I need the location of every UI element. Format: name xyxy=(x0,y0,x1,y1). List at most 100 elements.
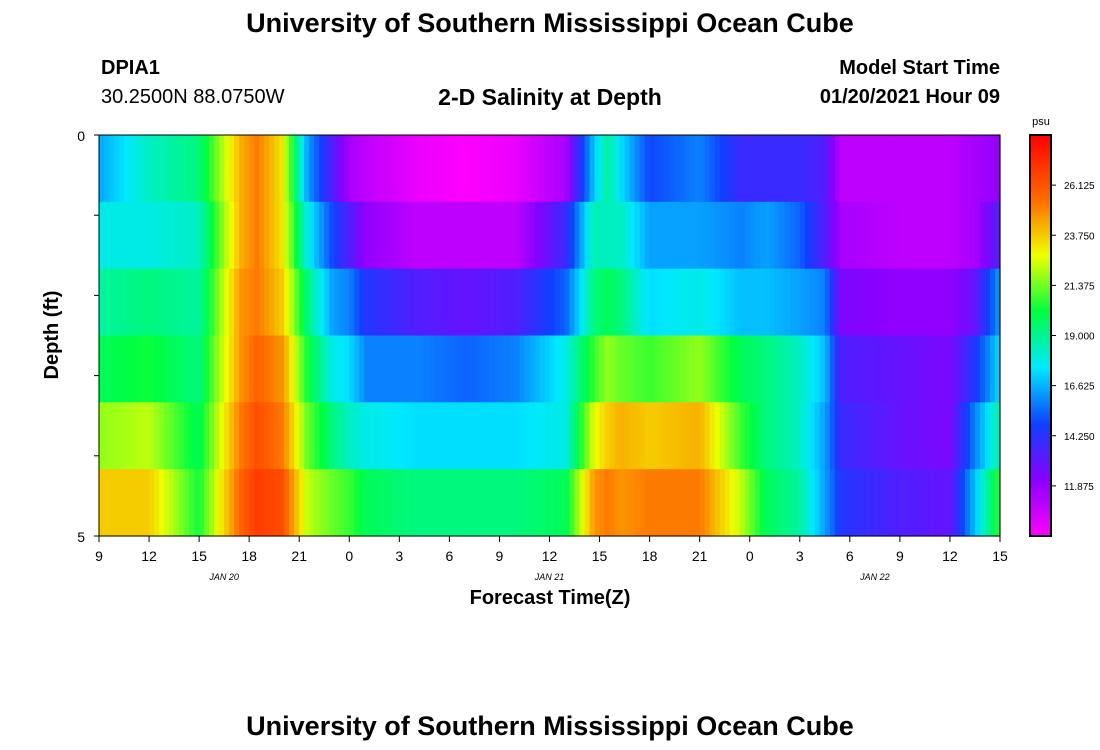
heatmap-cell xyxy=(154,201,160,270)
heatmap-cell xyxy=(514,335,521,403)
heatmap-cell xyxy=(859,201,866,270)
heatmap-cell xyxy=(579,201,586,270)
heatmap-cell xyxy=(334,268,340,337)
heatmap-cell xyxy=(294,135,300,203)
heatmap-cell xyxy=(524,402,531,470)
heatmap-cell xyxy=(634,201,641,270)
heatmap-cell xyxy=(374,135,380,203)
heatmap-cell xyxy=(754,469,761,537)
heatmap-cell xyxy=(719,135,726,203)
heatmap-cell xyxy=(734,335,741,403)
heatmap-cell xyxy=(374,335,380,403)
heatmap-cell xyxy=(884,268,891,337)
heatmap-cell xyxy=(169,268,175,337)
heatmap-cell xyxy=(274,201,280,270)
heatmap-cell xyxy=(319,469,325,537)
heatmap-cell xyxy=(284,335,290,403)
heatmap-cell xyxy=(109,469,115,537)
heatmap-cell xyxy=(449,469,455,537)
heatmap-cell xyxy=(719,335,726,403)
heatmap-cell xyxy=(394,268,400,337)
heatmap-cell xyxy=(529,469,536,537)
heatmap-cell xyxy=(454,135,460,203)
heatmap-cell xyxy=(604,335,611,403)
heatmap-cell xyxy=(394,335,400,403)
heatmap-cell xyxy=(859,469,866,537)
heatmap-cell xyxy=(339,268,345,337)
heatmap-cell xyxy=(989,201,996,270)
heatmap-cell xyxy=(989,268,996,337)
heatmap-cell xyxy=(184,268,190,337)
heatmap-cell xyxy=(134,469,140,537)
heatmap-cell xyxy=(544,268,551,337)
heatmap-cell xyxy=(159,135,165,203)
heatmap-cell xyxy=(754,268,761,337)
heatmap-cell xyxy=(429,135,435,203)
heatmap-cell xyxy=(384,201,390,270)
heatmap-cell xyxy=(214,469,220,537)
heatmap-cell xyxy=(409,268,415,337)
heatmap-cell xyxy=(439,201,445,270)
heatmap-cell xyxy=(914,402,921,470)
heatmap-cell xyxy=(379,335,385,403)
y-axis-label: Depth (ft) xyxy=(41,291,63,380)
heatmap-cell xyxy=(429,201,435,270)
heatmap-cell xyxy=(399,402,405,470)
heatmap-cell xyxy=(564,201,571,270)
heatmap-cell xyxy=(819,135,826,203)
heatmap-cell xyxy=(924,268,931,337)
heatmap-cell xyxy=(114,135,120,203)
heatmap-cell xyxy=(979,402,986,470)
heatmap-cell xyxy=(689,135,696,203)
colorbar xyxy=(1029,134,1052,537)
heatmap-cell xyxy=(474,135,481,203)
heatmap-cell xyxy=(399,201,405,270)
heatmap-cell xyxy=(359,469,365,537)
heatmap-cell xyxy=(384,135,390,203)
x-tick-label: 21 xyxy=(692,548,708,564)
heatmap-cell xyxy=(129,268,135,337)
heatmap-cell xyxy=(574,201,581,270)
heatmap-cell xyxy=(239,402,245,470)
heatmap-cell xyxy=(879,268,886,337)
heatmap-cell xyxy=(149,135,155,203)
heatmap-cell xyxy=(699,335,706,403)
heatmap-cell xyxy=(584,135,591,203)
heatmap-cell xyxy=(974,402,981,470)
heatmap-cell xyxy=(989,402,996,470)
heatmap-cell xyxy=(124,402,130,470)
heatmap-cell xyxy=(969,268,976,337)
x-tick-label: 18 xyxy=(241,548,257,564)
heatmap-cell xyxy=(809,268,816,337)
heatmap-cell xyxy=(374,469,380,537)
heatmap-cell xyxy=(424,469,430,537)
heatmap-cell xyxy=(664,201,671,270)
heatmap-cell xyxy=(819,402,826,470)
heatmap-cell xyxy=(839,402,846,470)
heatmap-cell xyxy=(109,135,115,203)
heatmap-cell xyxy=(294,469,300,537)
heatmap-cell xyxy=(994,469,1001,537)
heatmap-cell xyxy=(819,201,826,270)
heatmap-cell xyxy=(374,268,380,337)
heatmap-cell xyxy=(449,268,455,337)
heatmap-cell xyxy=(514,135,521,203)
heatmap-cell xyxy=(539,402,546,470)
heatmap-cell xyxy=(744,469,751,537)
heatmap-cell xyxy=(324,402,330,470)
heatmap-cell xyxy=(109,402,115,470)
heatmap-cell xyxy=(974,469,981,537)
heatmap-cell xyxy=(314,268,320,337)
heatmap-cell xyxy=(979,335,986,403)
heatmap-cell xyxy=(939,201,946,270)
heatmap-cell xyxy=(839,268,846,337)
heatmap-cell xyxy=(269,201,275,270)
heatmap-cell xyxy=(489,335,496,403)
heatmap-cell xyxy=(844,469,851,537)
heatmap-cell xyxy=(754,135,761,203)
heatmap-cell xyxy=(769,135,776,203)
heatmap-cell xyxy=(709,135,716,203)
heatmap-cell xyxy=(639,469,646,537)
heatmap-cell xyxy=(644,335,651,403)
heatmap-cell xyxy=(784,469,791,537)
